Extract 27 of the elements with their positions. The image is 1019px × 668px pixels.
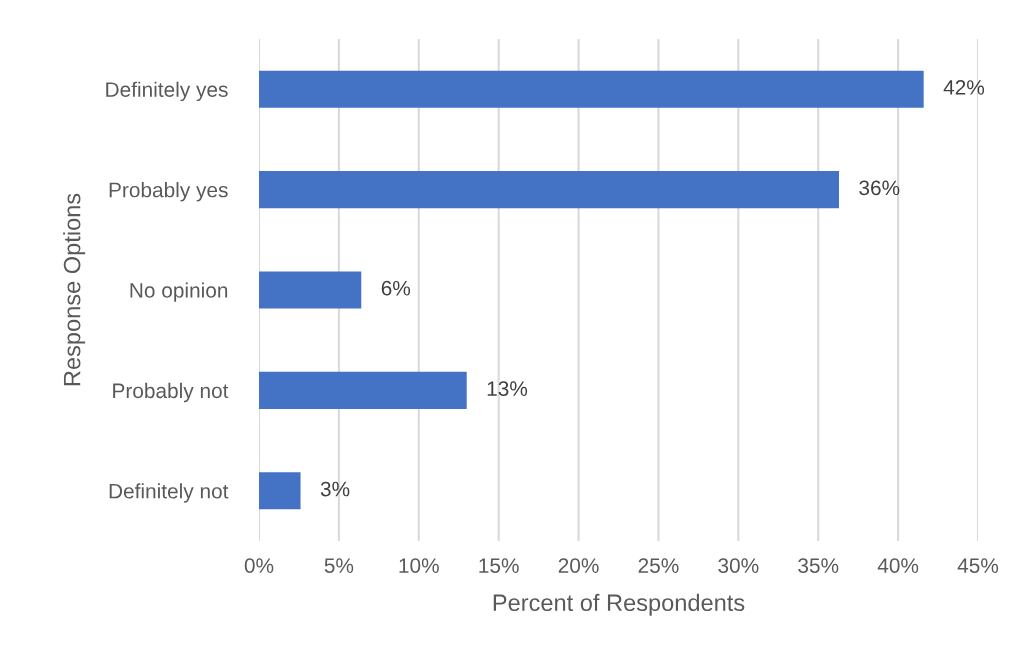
y-tick-label: Probably yes (109, 182, 228, 202)
y-tick-label: Probably not (113, 382, 229, 403)
y-tick-label: No opinion (130, 282, 228, 302)
bar (259, 271, 362, 309)
data-label: 6% (381, 280, 411, 296)
y-tick-label: Definitely not (109, 483, 229, 503)
bar (259, 171, 839, 209)
x-tick-label: 25% (638, 558, 679, 573)
x-axis-title: Percent of Respondents (493, 593, 745, 616)
data-label: 36% (859, 180, 900, 196)
y-tick-label: Definitely yes (106, 81, 228, 102)
data-label: 42% (943, 80, 985, 95)
data-label: 3% (320, 481, 350, 497)
x-tick-label: 10% (399, 558, 439, 573)
x-tick-label: 15% (479, 558, 519, 573)
y-axis-title: Response Options (63, 193, 86, 386)
x-tick-label: 45% (957, 558, 999, 573)
x-tick-label: 0% (244, 558, 274, 573)
bar (259, 472, 301, 510)
x-tick-label: 20% (558, 558, 599, 573)
data-label: 13% (487, 381, 528, 396)
bar (259, 70, 924, 108)
x-tick-label: 40% (877, 558, 919, 573)
x-tick-label: 5% (324, 558, 354, 573)
x-tick-label: 35% (798, 558, 839, 573)
bar (259, 371, 467, 409)
x-tick-label: 30% (718, 558, 759, 573)
